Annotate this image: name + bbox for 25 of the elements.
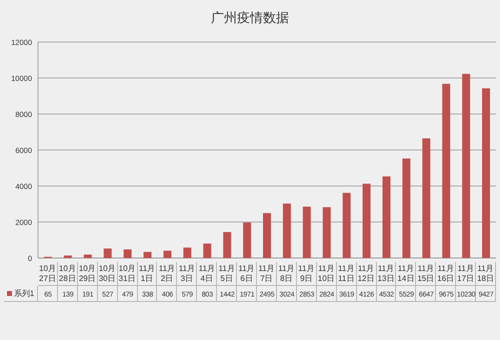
x-tick-label: 11月15日 xyxy=(416,264,436,284)
x-tick-label: 11月16日 xyxy=(436,264,456,284)
x-tick-label: 10月28日 xyxy=(58,264,77,284)
x-tick-label: 11月7日 xyxy=(257,264,276,284)
legend-label: 系列1 xyxy=(14,288,34,298)
x-tick-label: 11月12日 xyxy=(356,264,376,284)
x-tick-label: 11月8日 xyxy=(276,264,296,284)
x-tick-label: 11月3日 xyxy=(177,264,196,284)
x-tick-label: 11月2日 xyxy=(157,264,176,284)
x-tick-label: 10月30日 xyxy=(98,264,117,284)
x-tick-label: 10月31日 xyxy=(118,264,137,284)
x-tick-label: 11月13日 xyxy=(376,264,396,284)
x-tick-label: 10月29日 xyxy=(78,264,97,284)
x-tick-label: 11月4日 xyxy=(197,264,216,284)
x-tick-label: 11月10日 xyxy=(316,264,336,284)
x-tick-label: 11月11日 xyxy=(336,264,356,284)
x-tick-label: 11月5日 xyxy=(217,264,236,284)
x-tick-label: 11月9日 xyxy=(296,264,316,284)
x-tick-label: 11月6日 xyxy=(237,264,256,284)
x-tick-label: 10月27日 xyxy=(38,264,57,284)
x-tick-label: 11月14日 xyxy=(396,264,416,284)
x-tick-label: 11月1日 xyxy=(138,264,156,284)
x-tick-label: 11月17日 xyxy=(456,264,476,284)
x-tick-label: 11月18日 xyxy=(476,264,495,284)
title: 广州疫情数据 xyxy=(211,10,289,25)
